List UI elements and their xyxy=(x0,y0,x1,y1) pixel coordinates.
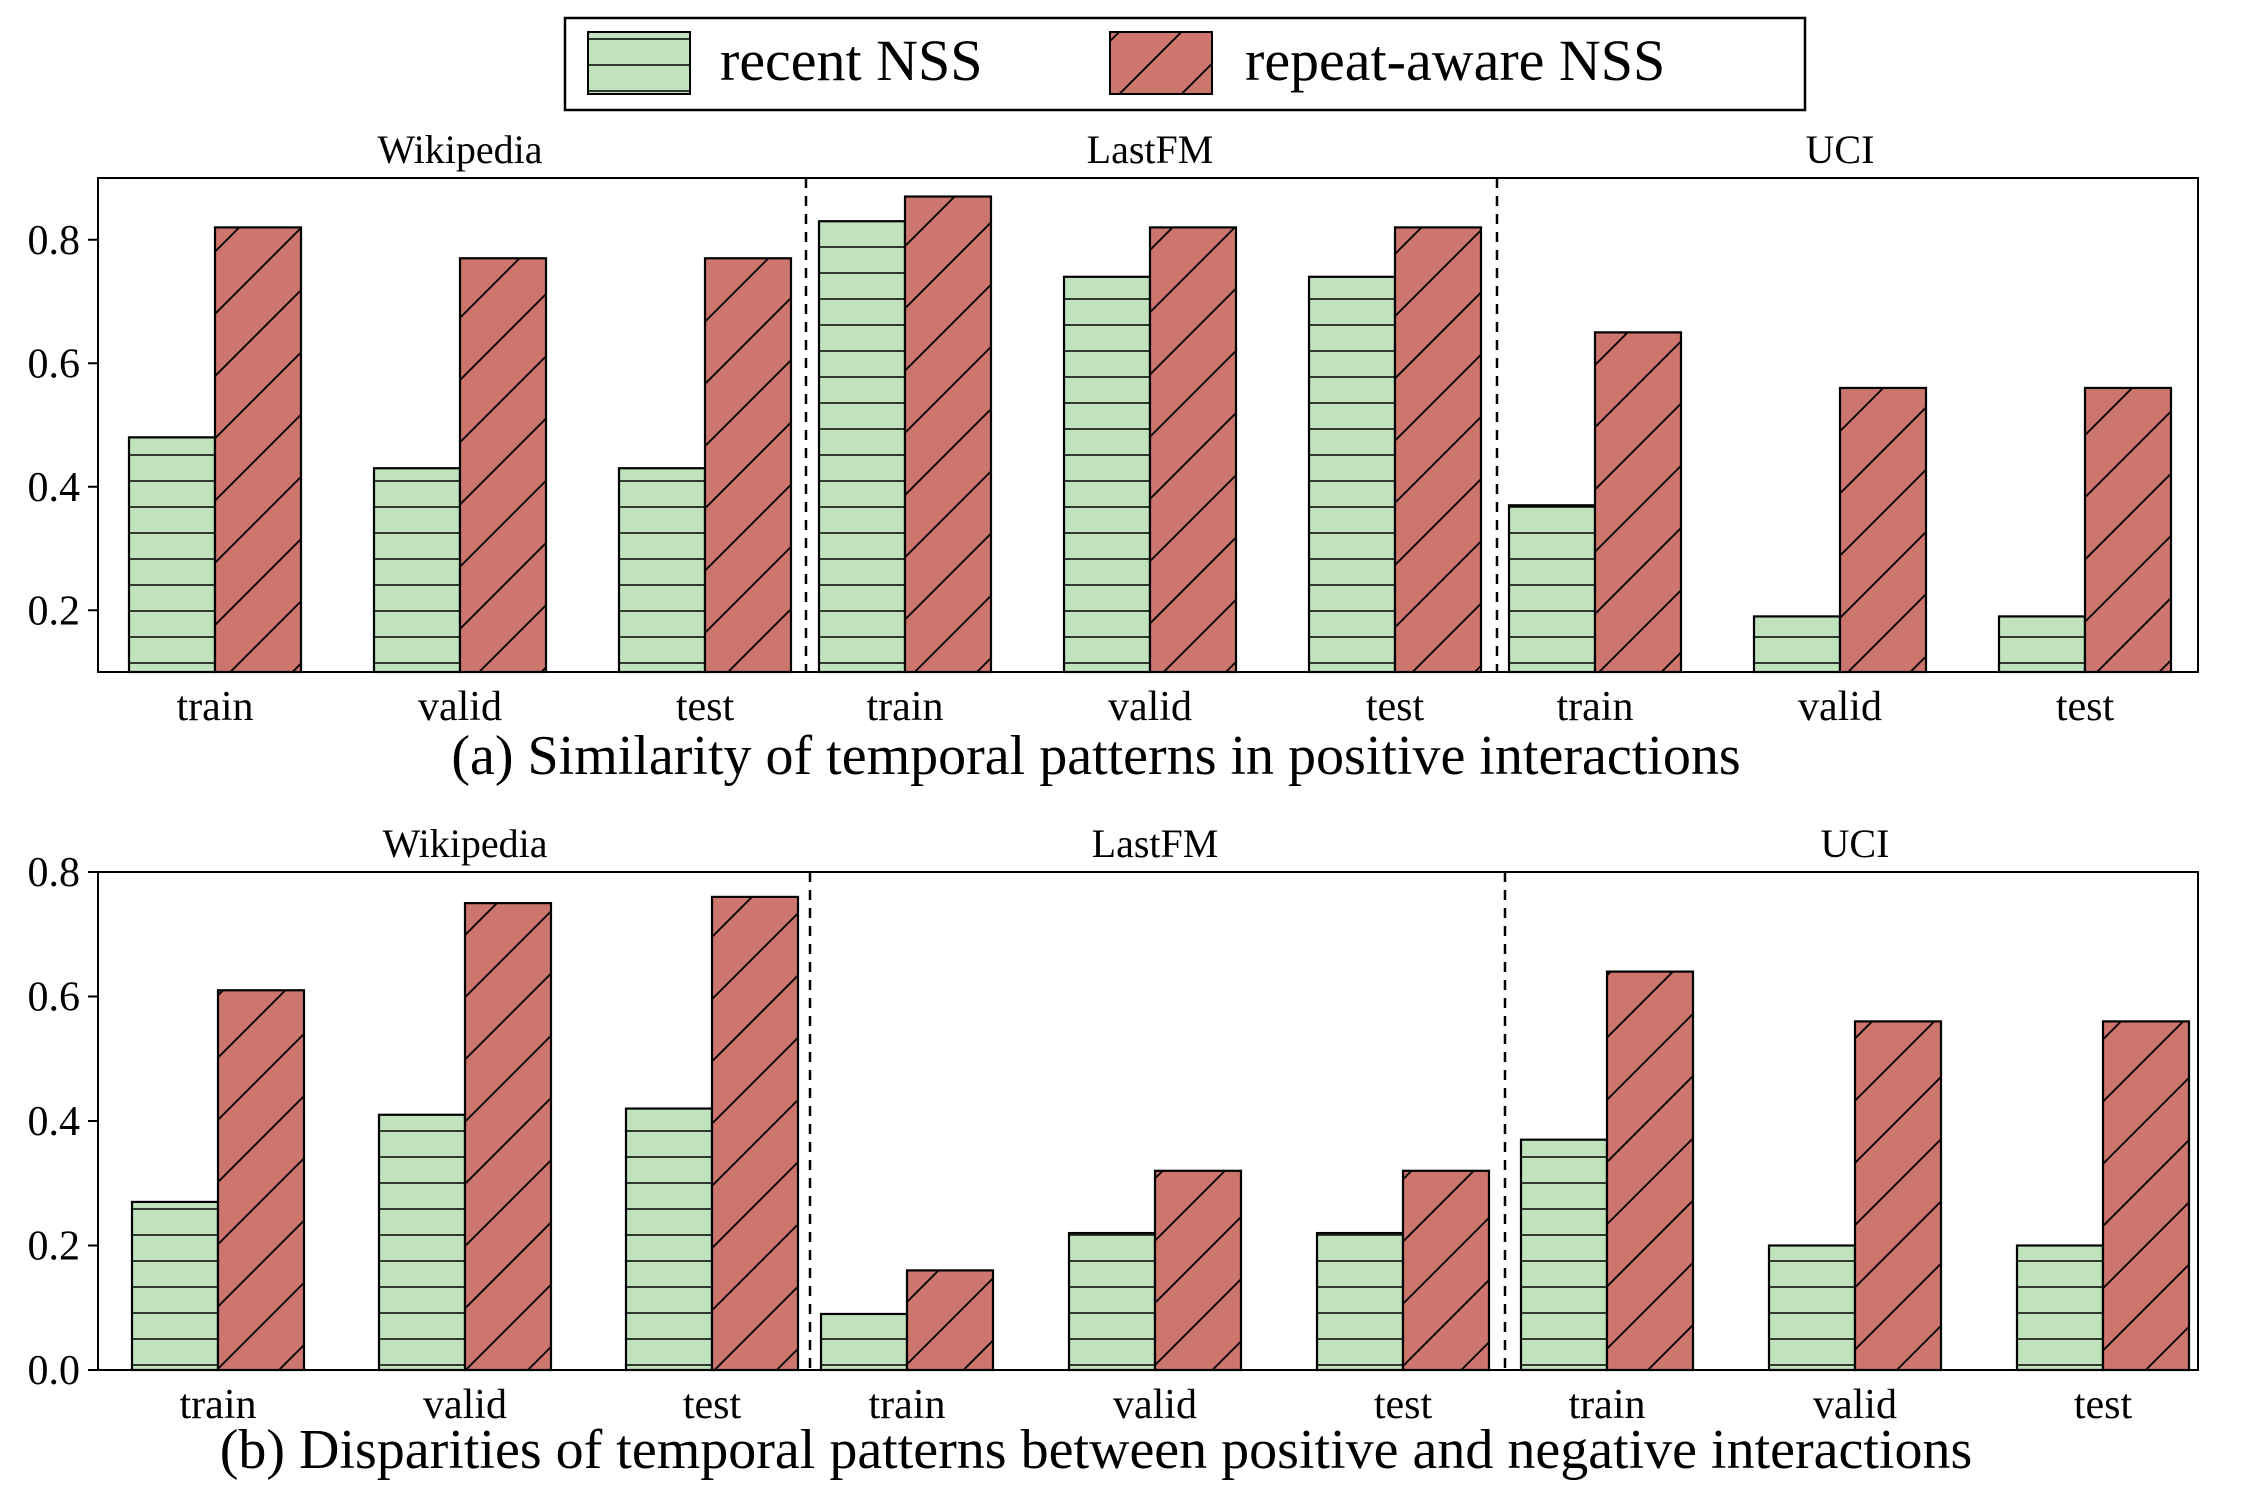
y-tick-label: 0.6 xyxy=(28,975,81,1021)
bar-repeat-uci-valid xyxy=(1838,386,1928,674)
bar-recent-uci-valid xyxy=(1767,1244,1857,1372)
group-label-uci: UCI xyxy=(1821,821,1890,866)
y-tick-label: 0.8 xyxy=(28,850,81,896)
bar-repeat-lastfm-train xyxy=(905,1269,995,1372)
bar-recent-wikipedia-train xyxy=(127,436,217,674)
bar-repeat-uci-train xyxy=(1593,331,1683,674)
bar-recent-wikipedia-valid xyxy=(377,1113,467,1372)
legend-label-recent: recent NSS xyxy=(720,28,983,93)
bar-recent-uci-train xyxy=(1507,504,1597,674)
caption-a: (a) Similarity of temporal patterns in p… xyxy=(451,725,1740,787)
bar-recent-uci-test xyxy=(1997,615,2087,674)
legend-label-repeat: repeat-aware NSS xyxy=(1245,28,1665,93)
x-tick-label: valid xyxy=(1798,684,1882,730)
x-tick-label: test xyxy=(683,1382,742,1428)
x-tick-label: valid xyxy=(1108,684,1192,730)
y-tick-label: 0.2 xyxy=(28,588,81,634)
x-tick-label: train xyxy=(867,684,944,730)
bar-recent-wikipedia-valid xyxy=(372,467,462,674)
bar-recent-lastfm-train xyxy=(817,220,907,674)
group-label-lastfm: LastFM xyxy=(1087,127,1214,172)
x-tick-label: train xyxy=(180,1382,257,1428)
bar-recent-lastfm-test xyxy=(1315,1231,1405,1372)
x-tick-label: train xyxy=(177,684,254,730)
bar-repeat-uci-test xyxy=(2083,386,2173,674)
y-tick-label: 0.4 xyxy=(28,1099,81,1145)
bar-recent-lastfm-train xyxy=(819,1312,909,1372)
bar-repeat-lastfm-valid xyxy=(1153,1169,1243,1372)
x-tick-label: valid xyxy=(418,684,502,730)
bar-repeat-uci-valid xyxy=(1853,1020,1943,1372)
bar-repeat-wikipedia-test xyxy=(703,257,793,674)
x-tick-label: train xyxy=(1569,1382,1646,1428)
bar-repeat-wikipedia-test xyxy=(710,895,800,1372)
bar-recent-wikipedia-test xyxy=(624,1107,714,1372)
bar-recent-wikipedia-train xyxy=(130,1200,220,1372)
group-label-uci: UCI xyxy=(1806,127,1875,172)
x-tick-label: train xyxy=(1557,684,1634,730)
panel-a: train valid test train valid test train valid te… xyxy=(28,127,2199,730)
panel-b: train valid test train valid test train valid te… xyxy=(28,821,2199,1428)
group-label-lastfm: LastFM xyxy=(1092,821,1219,866)
x-tick-label: valid xyxy=(1813,1382,1897,1428)
x-tick-label: test xyxy=(2074,1382,2133,1428)
bar-repeat-uci-test xyxy=(2101,1020,2191,1372)
y-tick-label: 0.2 xyxy=(28,1224,81,1270)
bar-recent-uci-test xyxy=(2015,1244,2105,1372)
caption-b: (b) Disparities of temporal patterns bet… xyxy=(220,1419,1973,1481)
plot-frame xyxy=(97,177,2199,673)
bar-recent-wikipedia-test xyxy=(617,467,707,674)
y-tick-label: 0.4 xyxy=(28,465,81,511)
x-tick-label: test xyxy=(1366,684,1425,730)
x-tick-label: valid xyxy=(1113,1382,1197,1428)
x-tick-label: valid xyxy=(423,1382,507,1428)
bar-repeat-lastfm-train xyxy=(903,195,993,674)
group-label-wikipedia: Wikipedia xyxy=(383,821,548,866)
bar-recent-lastfm-valid xyxy=(1067,1231,1157,1372)
bar-repeat-uci-train xyxy=(1605,970,1695,1372)
group-label-wikipedia: Wikipedia xyxy=(378,127,543,172)
x-tick-label: test xyxy=(2056,684,2115,730)
legend-swatch-recent xyxy=(587,31,691,95)
bar-recent-uci-train xyxy=(1519,1138,1609,1372)
bar-repeat-wikipedia-train xyxy=(213,226,303,674)
legend: recent NSS repeat-aware NSS xyxy=(563,16,1807,112)
y-tick-label: 0.0 xyxy=(28,1348,81,1394)
bar-repeat-wikipedia-valid xyxy=(458,257,548,674)
x-tick-label: test xyxy=(1374,1382,1433,1428)
y-tick-label: 0.6 xyxy=(28,341,81,387)
bar-recent-uci-valid xyxy=(1752,615,1842,674)
legend-swatch-repeat xyxy=(1109,31,1213,95)
bar-recent-lastfm-test xyxy=(1307,275,1397,674)
bar-repeat-wikipedia-valid xyxy=(463,902,553,1372)
bar-repeat-lastfm-test xyxy=(1393,226,1483,674)
x-tick-label: test xyxy=(676,684,735,730)
bar-repeat-wikipedia-train xyxy=(216,989,306,1372)
bar-recent-lastfm-valid xyxy=(1062,275,1152,674)
bar-repeat-lastfm-valid xyxy=(1148,226,1238,674)
y-tick-label: 0.8 xyxy=(28,218,81,264)
bar-repeat-lastfm-test xyxy=(1401,1169,1491,1372)
x-tick-label: train xyxy=(869,1382,946,1428)
